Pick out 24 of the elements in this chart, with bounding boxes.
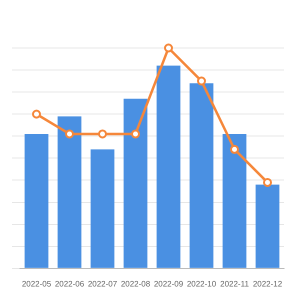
x-tick-label: 2022-07 — [88, 279, 118, 288]
x-tick-label: 2022-05 — [22, 279, 52, 288]
point — [98, 129, 107, 138]
bar — [90, 149, 114, 268]
point — [263, 178, 272, 187]
bar — [24, 134, 48, 268]
x-tick-label: 2022-09 — [154, 279, 184, 288]
bar — [124, 98, 148, 268]
point — [65, 129, 74, 138]
x-tick-label: 2022-11 — [220, 279, 250, 288]
point — [197, 76, 206, 86]
point — [131, 129, 140, 138]
bar — [256, 184, 280, 268]
bar — [222, 134, 246, 268]
x-tick-label: 2022-08 — [120, 279, 151, 288]
point — [164, 44, 173, 52]
bar — [190, 83, 214, 268]
bar — [156, 66, 180, 268]
x-tick-label: 2022-06 — [54, 279, 85, 288]
x-tick-label: 2022-12 — [252, 279, 283, 288]
point — [230, 144, 239, 154]
bar — [58, 116, 82, 268]
point — [32, 110, 41, 119]
x-tick-label: 2022-10 — [186, 279, 217, 288]
